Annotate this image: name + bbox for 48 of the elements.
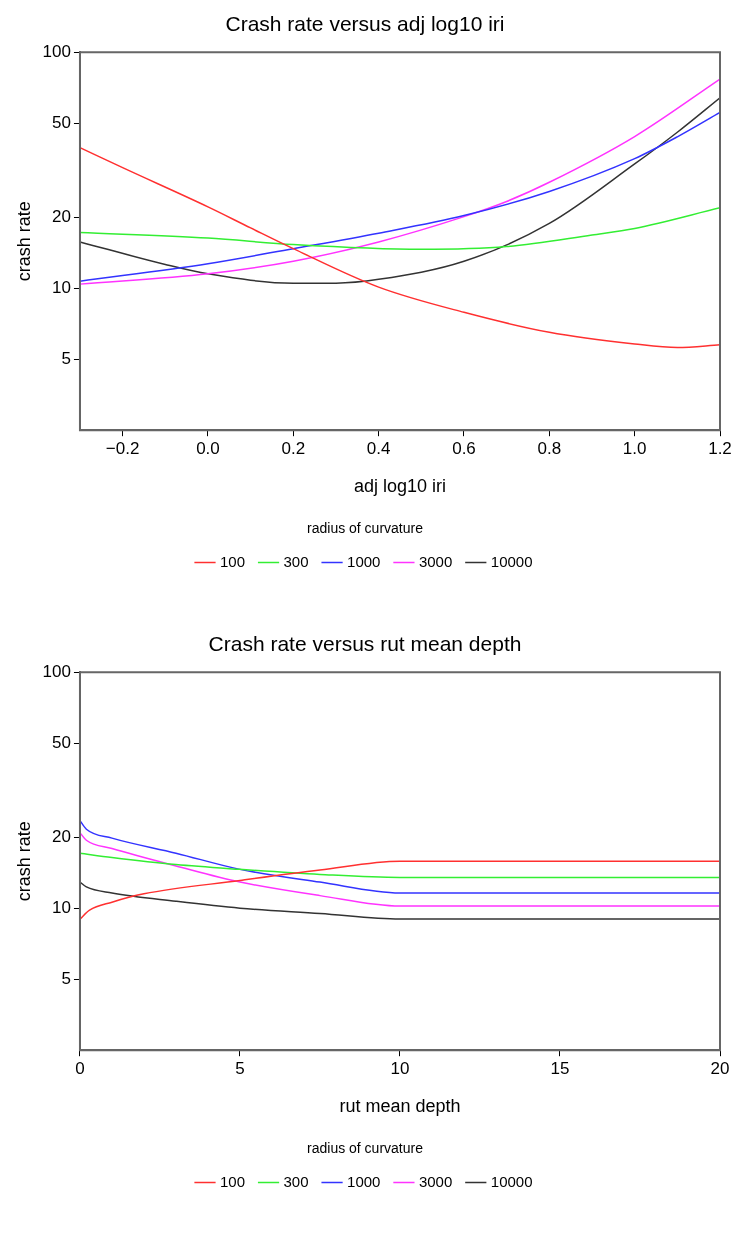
line-series: [79, 852, 720, 879]
x-tick-label: 15: [550, 1059, 570, 1079]
legend-label: 1000: [347, 1172, 381, 1190]
y-tick-label: 50: [52, 112, 71, 132]
line-series: [79, 860, 720, 920]
y-axis-title: crash rate: [13, 821, 34, 902]
y-tick-label: 20: [52, 206, 71, 226]
x-tick-label: 1.0: [622, 439, 647, 459]
legend-label: 100: [220, 1172, 246, 1190]
legend-label: 300: [283, 552, 309, 570]
x-tick-label: −0.2: [105, 439, 140, 459]
legend-label: 3000: [418, 1172, 453, 1190]
x-tick-label: 5: [235, 1059, 245, 1079]
x-tick-label: 0.2: [281, 439, 306, 459]
x-axis-title: rut mean depth: [339, 1096, 461, 1117]
y-tick-label: 100: [42, 41, 71, 61]
x-tick-label: 0.0: [196, 439, 220, 459]
x-tick-label: 10: [390, 1059, 410, 1079]
line-series: [79, 146, 720, 349]
line-series: [79, 881, 720, 920]
line-series: [79, 819, 720, 894]
chart-title: Crash rate versus rut mean depth: [208, 632, 522, 656]
legend-label: 100: [220, 552, 246, 570]
x-tick-label: 0: [75, 1059, 85, 1079]
legend-title: radius of curvature: [307, 520, 424, 537]
y-tick-label: 10: [52, 277, 71, 297]
y-tick-label: 20: [52, 826, 71, 846]
y-tick-label: 10: [52, 897, 71, 917]
x-tick-label: 20: [710, 1059, 730, 1079]
legend-label: 3000: [418, 552, 453, 570]
legend-label: 10000: [490, 552, 533, 570]
line-series: [79, 831, 720, 907]
x-tick-label: 1.2: [708, 439, 732, 459]
line-series: [79, 207, 720, 251]
legend-title: radius of curvature: [307, 1140, 424, 1157]
x-tick-label: 0.6: [452, 439, 476, 459]
legend-label: 1000: [347, 552, 381, 570]
y-tick-label: 5: [61, 968, 71, 988]
legend-label: 300: [283, 1172, 309, 1190]
y-axis-title: crash rate: [13, 201, 34, 282]
chart-title: Crash rate versus adj log10 iri: [225, 12, 505, 36]
y-tick-label: 50: [52, 732, 71, 752]
y-tick-label: 5: [61, 348, 71, 368]
y-tick-label: 100: [42, 661, 71, 681]
x-tick-label: 0.8: [537, 439, 562, 459]
legend-label: 10000: [490, 1172, 533, 1190]
x-axis-title: adj log10 iri: [353, 476, 447, 497]
x-tick-label: 0.4: [366, 439, 391, 459]
